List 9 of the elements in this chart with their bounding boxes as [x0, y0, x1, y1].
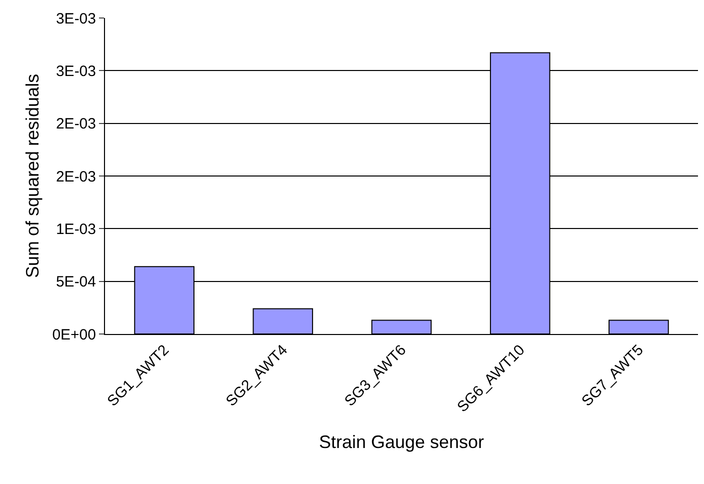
y-tick-label: 0E+00 — [52, 326, 96, 344]
y-tick-label: 3E-03 — [56, 10, 96, 28]
y-tick-label: 2E-03 — [56, 116, 96, 133]
y-tick-label: 1E-03 — [56, 220, 96, 238]
y-tick-label: 5E-04 — [56, 274, 96, 291]
y-axis-title: Sum of squared residuals — [22, 74, 42, 278]
x-axis-title: Strain Gauge sensor — [318, 432, 484, 452]
y-tick-label: 3E-03 — [56, 62, 96, 80]
y-tick-label: 2E-03 — [56, 168, 96, 186]
